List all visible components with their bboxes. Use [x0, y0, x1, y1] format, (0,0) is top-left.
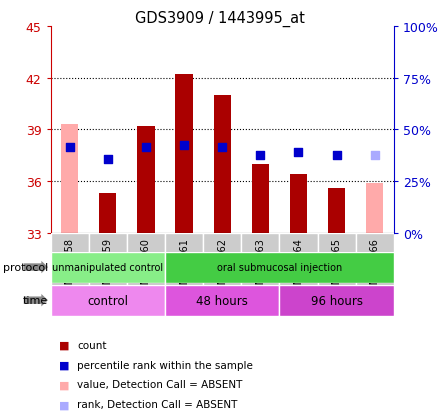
Bar: [366, 183, 383, 233]
Text: GSM693664: GSM693664: [293, 237, 304, 297]
Text: GSM693662: GSM693662: [217, 237, 227, 297]
Bar: [252, 164, 269, 233]
Text: ■: ■: [59, 340, 70, 350]
Bar: [99, 194, 117, 233]
Text: count: count: [77, 340, 106, 350]
Text: percentile rank within the sample: percentile rank within the sample: [77, 360, 253, 370]
Bar: [328, 189, 345, 233]
Text: GSM693666: GSM693666: [370, 237, 380, 297]
Point: [143, 144, 150, 151]
Bar: [290, 175, 307, 233]
Bar: [356, 233, 394, 287]
Text: control: control: [87, 294, 128, 307]
Point: [180, 142, 187, 149]
Bar: [51, 252, 165, 283]
Bar: [176, 75, 193, 233]
Bar: [241, 233, 279, 287]
Bar: [214, 96, 231, 233]
Text: GSM693660: GSM693660: [141, 237, 151, 297]
Text: ■: ■: [59, 380, 70, 389]
Point: [295, 149, 302, 156]
Point: [333, 152, 340, 159]
Bar: [165, 285, 279, 316]
Bar: [137, 127, 154, 233]
Text: GSM693658: GSM693658: [65, 237, 75, 297]
Text: GSM693659: GSM693659: [103, 237, 113, 297]
Point: [219, 144, 226, 151]
Bar: [279, 285, 394, 316]
Text: rank, Detection Call = ABSENT: rank, Detection Call = ABSENT: [77, 399, 237, 409]
Text: GDS3909 / 1443995_at: GDS3909 / 1443995_at: [135, 10, 305, 26]
Text: GSM693665: GSM693665: [332, 237, 341, 297]
Text: oral submucosal injection: oral submucosal injection: [217, 262, 342, 273]
Bar: [203, 233, 241, 287]
Text: 96 hours: 96 hours: [311, 294, 363, 307]
Bar: [61, 125, 78, 233]
Bar: [127, 233, 165, 287]
Text: value, Detection Call = ABSENT: value, Detection Call = ABSENT: [77, 380, 242, 389]
Point: [257, 152, 264, 159]
Text: GSM693661: GSM693661: [179, 237, 189, 297]
Point: [66, 144, 73, 151]
Bar: [89, 233, 127, 287]
Bar: [51, 233, 89, 287]
Text: time: time: [23, 295, 48, 306]
Text: 48 hours: 48 hours: [196, 294, 248, 307]
Bar: [51, 285, 165, 316]
Text: unmanipulated control: unmanipulated control: [52, 262, 163, 273]
Point: [104, 156, 111, 163]
Point: [371, 152, 378, 159]
Bar: [165, 233, 203, 287]
Text: ■: ■: [59, 360, 70, 370]
Text: protocol: protocol: [3, 262, 48, 273]
Bar: [318, 233, 356, 287]
Bar: [165, 252, 394, 283]
Text: ■: ■: [59, 399, 70, 409]
Text: GSM693663: GSM693663: [255, 237, 265, 297]
Bar: [279, 233, 318, 287]
